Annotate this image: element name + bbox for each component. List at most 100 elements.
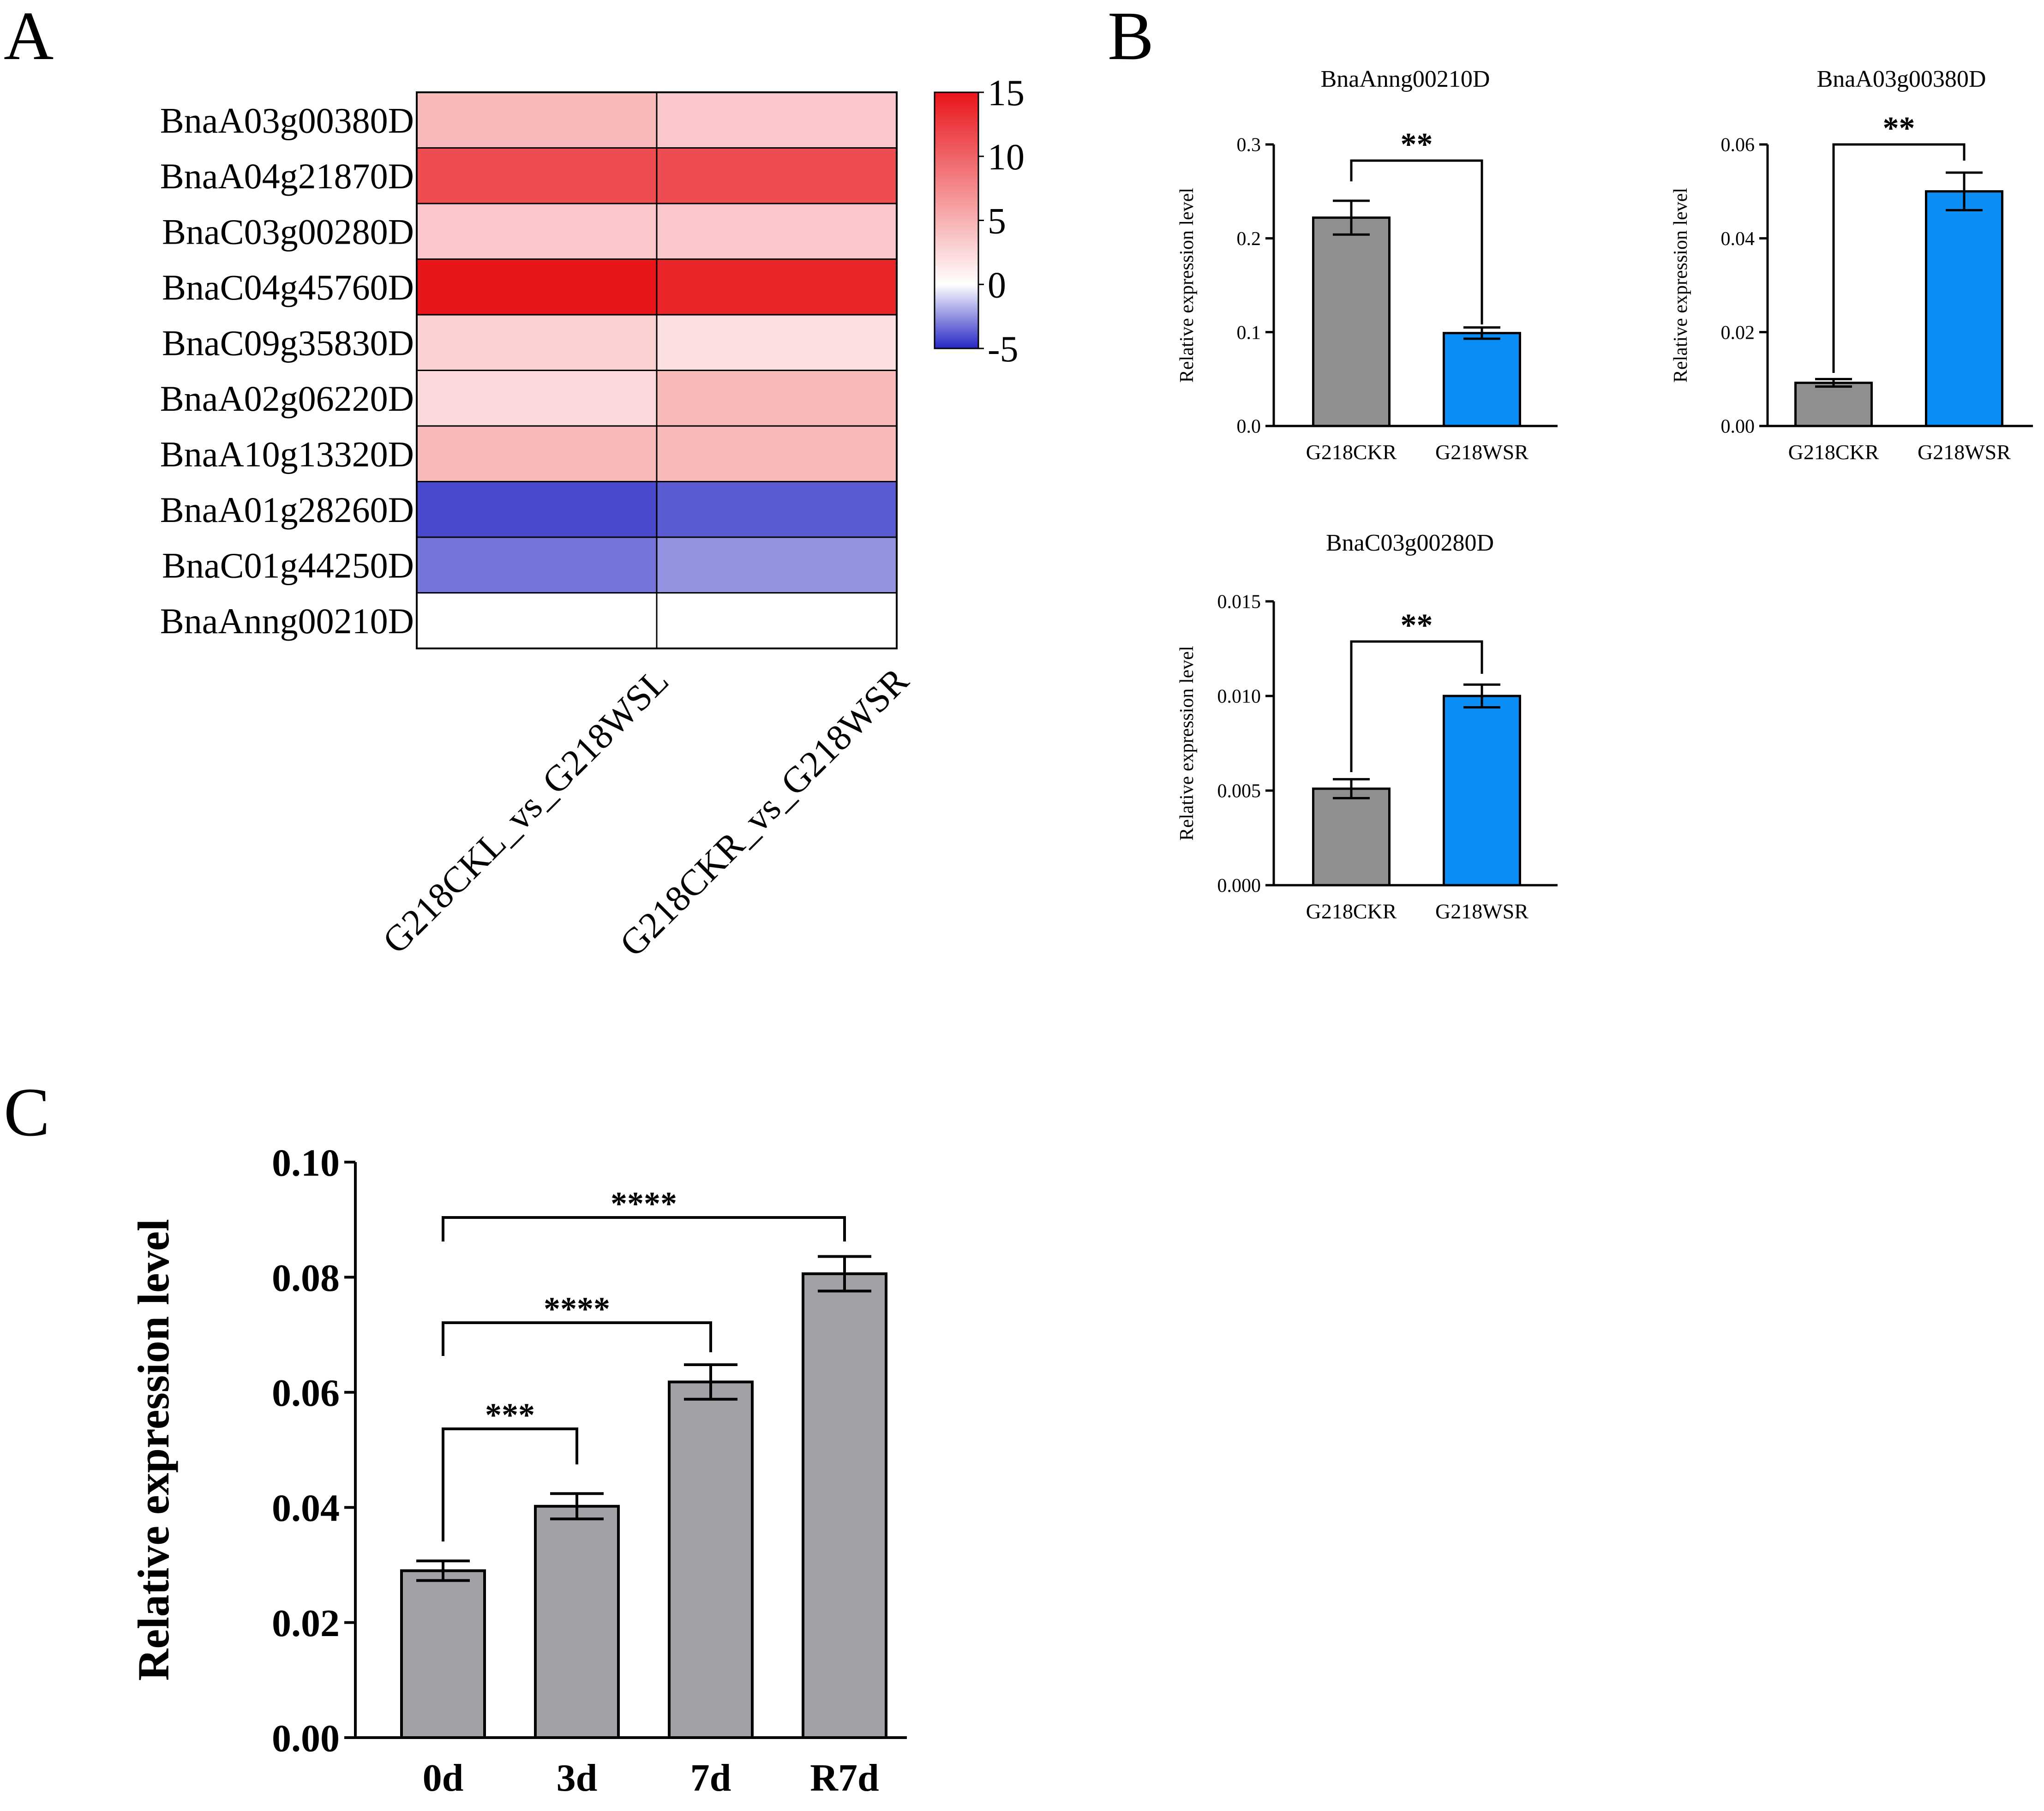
- heatmap-row-label: BnaA04g21870D: [160, 156, 414, 196]
- bar-g218wsr: [1925, 190, 2003, 427]
- colorbar-tick-label: 15: [988, 73, 1025, 114]
- significance-label: **: [1883, 111, 1915, 146]
- y-tick-label: 0.1: [1237, 322, 1261, 343]
- colorbar-tick-label: 5: [988, 201, 1006, 242]
- bar-0d: [400, 1569, 486, 1739]
- heatmap-row-label: BnaC04g45760D: [162, 267, 414, 307]
- heatmap-cell-bnac01g44250d-2: [656, 536, 898, 594]
- panel-label-b: B: [1108, 0, 1154, 74]
- heatmap-cell-bnac01g44250d-1: [416, 536, 658, 594]
- bar-g218ckr: [1312, 787, 1391, 887]
- heatmap-row-label: BnaC01g44250D: [162, 545, 414, 585]
- bar-g218wsr: [1443, 695, 1521, 887]
- x-category-label: G218WSR: [1435, 900, 1529, 923]
- y-tick-label: 0.06: [1721, 135, 1755, 156]
- y-tick-label: 0.10: [272, 1141, 340, 1184]
- y-axis-label: Relative expression level: [1670, 188, 1691, 383]
- bar-chart-bnaa03g00380d: BnaA03g00380D 0.00 0.02 0.04 0.06 Relative ex…: [1670, 66, 2033, 464]
- heatmap-row-label: BnaC03g00280D: [162, 211, 414, 252]
- bar-g218ckr: [1794, 381, 1873, 427]
- heatmap-cell-bnaa03g00380d-2: [656, 91, 898, 149]
- heatmap-cell-bnaa10g13320d-1: [416, 425, 658, 482]
- heatmap-cell-bnaa02g06220d-1: [416, 370, 658, 427]
- y-tick-label: 0.010: [1217, 686, 1261, 708]
- heatmap-cell-bnaanng00210d-2: [656, 592, 898, 649]
- y-tick-label: 0.3: [1237, 135, 1261, 156]
- heatmap-cell-bnaa04g21870d-2: [656, 147, 898, 204]
- y-tick-label: 0.015: [1217, 592, 1261, 613]
- x-category-label: G218CKR: [1306, 440, 1397, 464]
- significance-bracket: [442, 1216, 846, 1241]
- heatmap-cell-bnac03g00280d-1: [416, 203, 658, 260]
- heatmap-row-label: BnaC09g35830D: [162, 323, 414, 363]
- y-tick-label: 0.04: [1721, 228, 1755, 250]
- y-tick-label: 0.04: [272, 1487, 340, 1530]
- heatmap-panel: BnaA03g00380D BnaA04g21870D BnaC03g00280D B…: [160, 73, 1025, 965]
- x-category-label: 0d: [423, 1757, 464, 1799]
- bar-chart-time-course: 0.00 0.02 0.04 0.06 0.08 0.10 Relative express…: [129, 1141, 907, 1799]
- y-tick-label: 0.08: [272, 1257, 340, 1300]
- bar-3d: [534, 1505, 620, 1739]
- bar-chart-bnac03g00280d: BnaC03g00280D 0.000 0.005 0.010 0.015 Relativ…: [1176, 530, 1558, 923]
- heatmap-row-label: BnaA01g28260D: [160, 490, 414, 530]
- bar-chart-bnaanng00210d: BnaAnng00210D 0.0 0.1 0.2 0.3 Relative expres…: [1176, 66, 1558, 464]
- panel-label-a: A: [4, 0, 54, 74]
- heatmap-cell-bnac09g35830d-2: [656, 314, 898, 371]
- chart-title: BnaA03g00380D: [1817, 66, 1986, 92]
- y-tick-label: 0.000: [1217, 876, 1261, 897]
- y-tick-label: 0.06: [272, 1372, 340, 1415]
- y-axis-label: Relative expression level: [1176, 188, 1198, 383]
- y-axis-label: Relative expression level: [1176, 646, 1198, 840]
- chart-title: BnaC03g00280D: [1326, 530, 1494, 556]
- x-category-label: G218CKR: [1306, 900, 1397, 923]
- significance-bracket: [1350, 640, 1483, 772]
- colorbar-tick-label: -5: [988, 329, 1019, 370]
- heatmap-cell-bnaa02g06220d-2: [656, 370, 898, 427]
- significance-label: ****: [544, 1290, 610, 1327]
- heatmap-cell-bnaa01g28260d-2: [656, 481, 898, 538]
- panel-label-c: C: [4, 1074, 50, 1151]
- colorbar-tick-label: 0: [988, 265, 1006, 306]
- significance-bracket: [1832, 143, 1966, 373]
- y-tick-label: 0.02: [1721, 322, 1755, 343]
- significance-label: ****: [611, 1185, 677, 1222]
- x-category-label: 7d: [690, 1757, 731, 1799]
- x-category-label: 3d: [557, 1757, 598, 1799]
- y-tick-label: 0.00: [272, 1717, 340, 1760]
- heatmap-row-label: BnaAnng00210D: [160, 601, 414, 641]
- x-category-label: G218CKR: [1788, 440, 1879, 464]
- heatmap-cell-bnaa01g28260d-1: [416, 481, 658, 538]
- y-tick-label: 0.005: [1217, 781, 1261, 802]
- heatmap-cell-bnaa03g00380d-1: [416, 91, 658, 149]
- heatmap-cell-bnac03g00280d-2: [656, 203, 898, 260]
- heatmap-cell-bnac04g45760d-1: [416, 258, 658, 316]
- colorbar-tick-label: 10: [988, 137, 1025, 178]
- heatmap-cell-bnaa10g13320d-2: [656, 425, 898, 482]
- heatmap-cell-bnaanng00210d-1: [416, 592, 658, 649]
- x-category-label: R7d: [810, 1757, 879, 1799]
- significance-bracket: [442, 1427, 578, 1541]
- y-tick-label: 0.00: [1721, 416, 1755, 438]
- significance-bracket: [442, 1321, 712, 1356]
- heatmap-row-label: BnaA10g13320D: [160, 434, 414, 474]
- colorbar: [934, 91, 979, 349]
- significance-bracket: [1350, 159, 1483, 324]
- bar-g218wsr: [1443, 332, 1521, 427]
- heatmap-cell-bnac09g35830d-1: [416, 314, 658, 371]
- bar-r7d: [802, 1272, 887, 1739]
- heatmap-cell-bnac04g45760d-2: [656, 258, 898, 316]
- heatmap-cell-bnaa04g21870d-1: [416, 147, 658, 204]
- x-category-label: G218WSR: [1918, 440, 2011, 464]
- y-tick-label: 0.02: [272, 1602, 340, 1645]
- significance-label: ***: [485, 1397, 535, 1433]
- bar-7d: [668, 1380, 754, 1739]
- significance-label: **: [1401, 608, 1433, 643]
- bar-g218ckr: [1312, 216, 1391, 427]
- x-category-label: G218WSR: [1435, 440, 1529, 464]
- y-axis-label: Relative expression level: [129, 1219, 178, 1681]
- chart-title: BnaAnng00210D: [1321, 66, 1490, 92]
- heatmap-row-label: BnaA02g06220D: [160, 378, 414, 419]
- heatmap-border: [416, 91, 898, 649]
- y-tick-label: 0.0: [1237, 416, 1261, 438]
